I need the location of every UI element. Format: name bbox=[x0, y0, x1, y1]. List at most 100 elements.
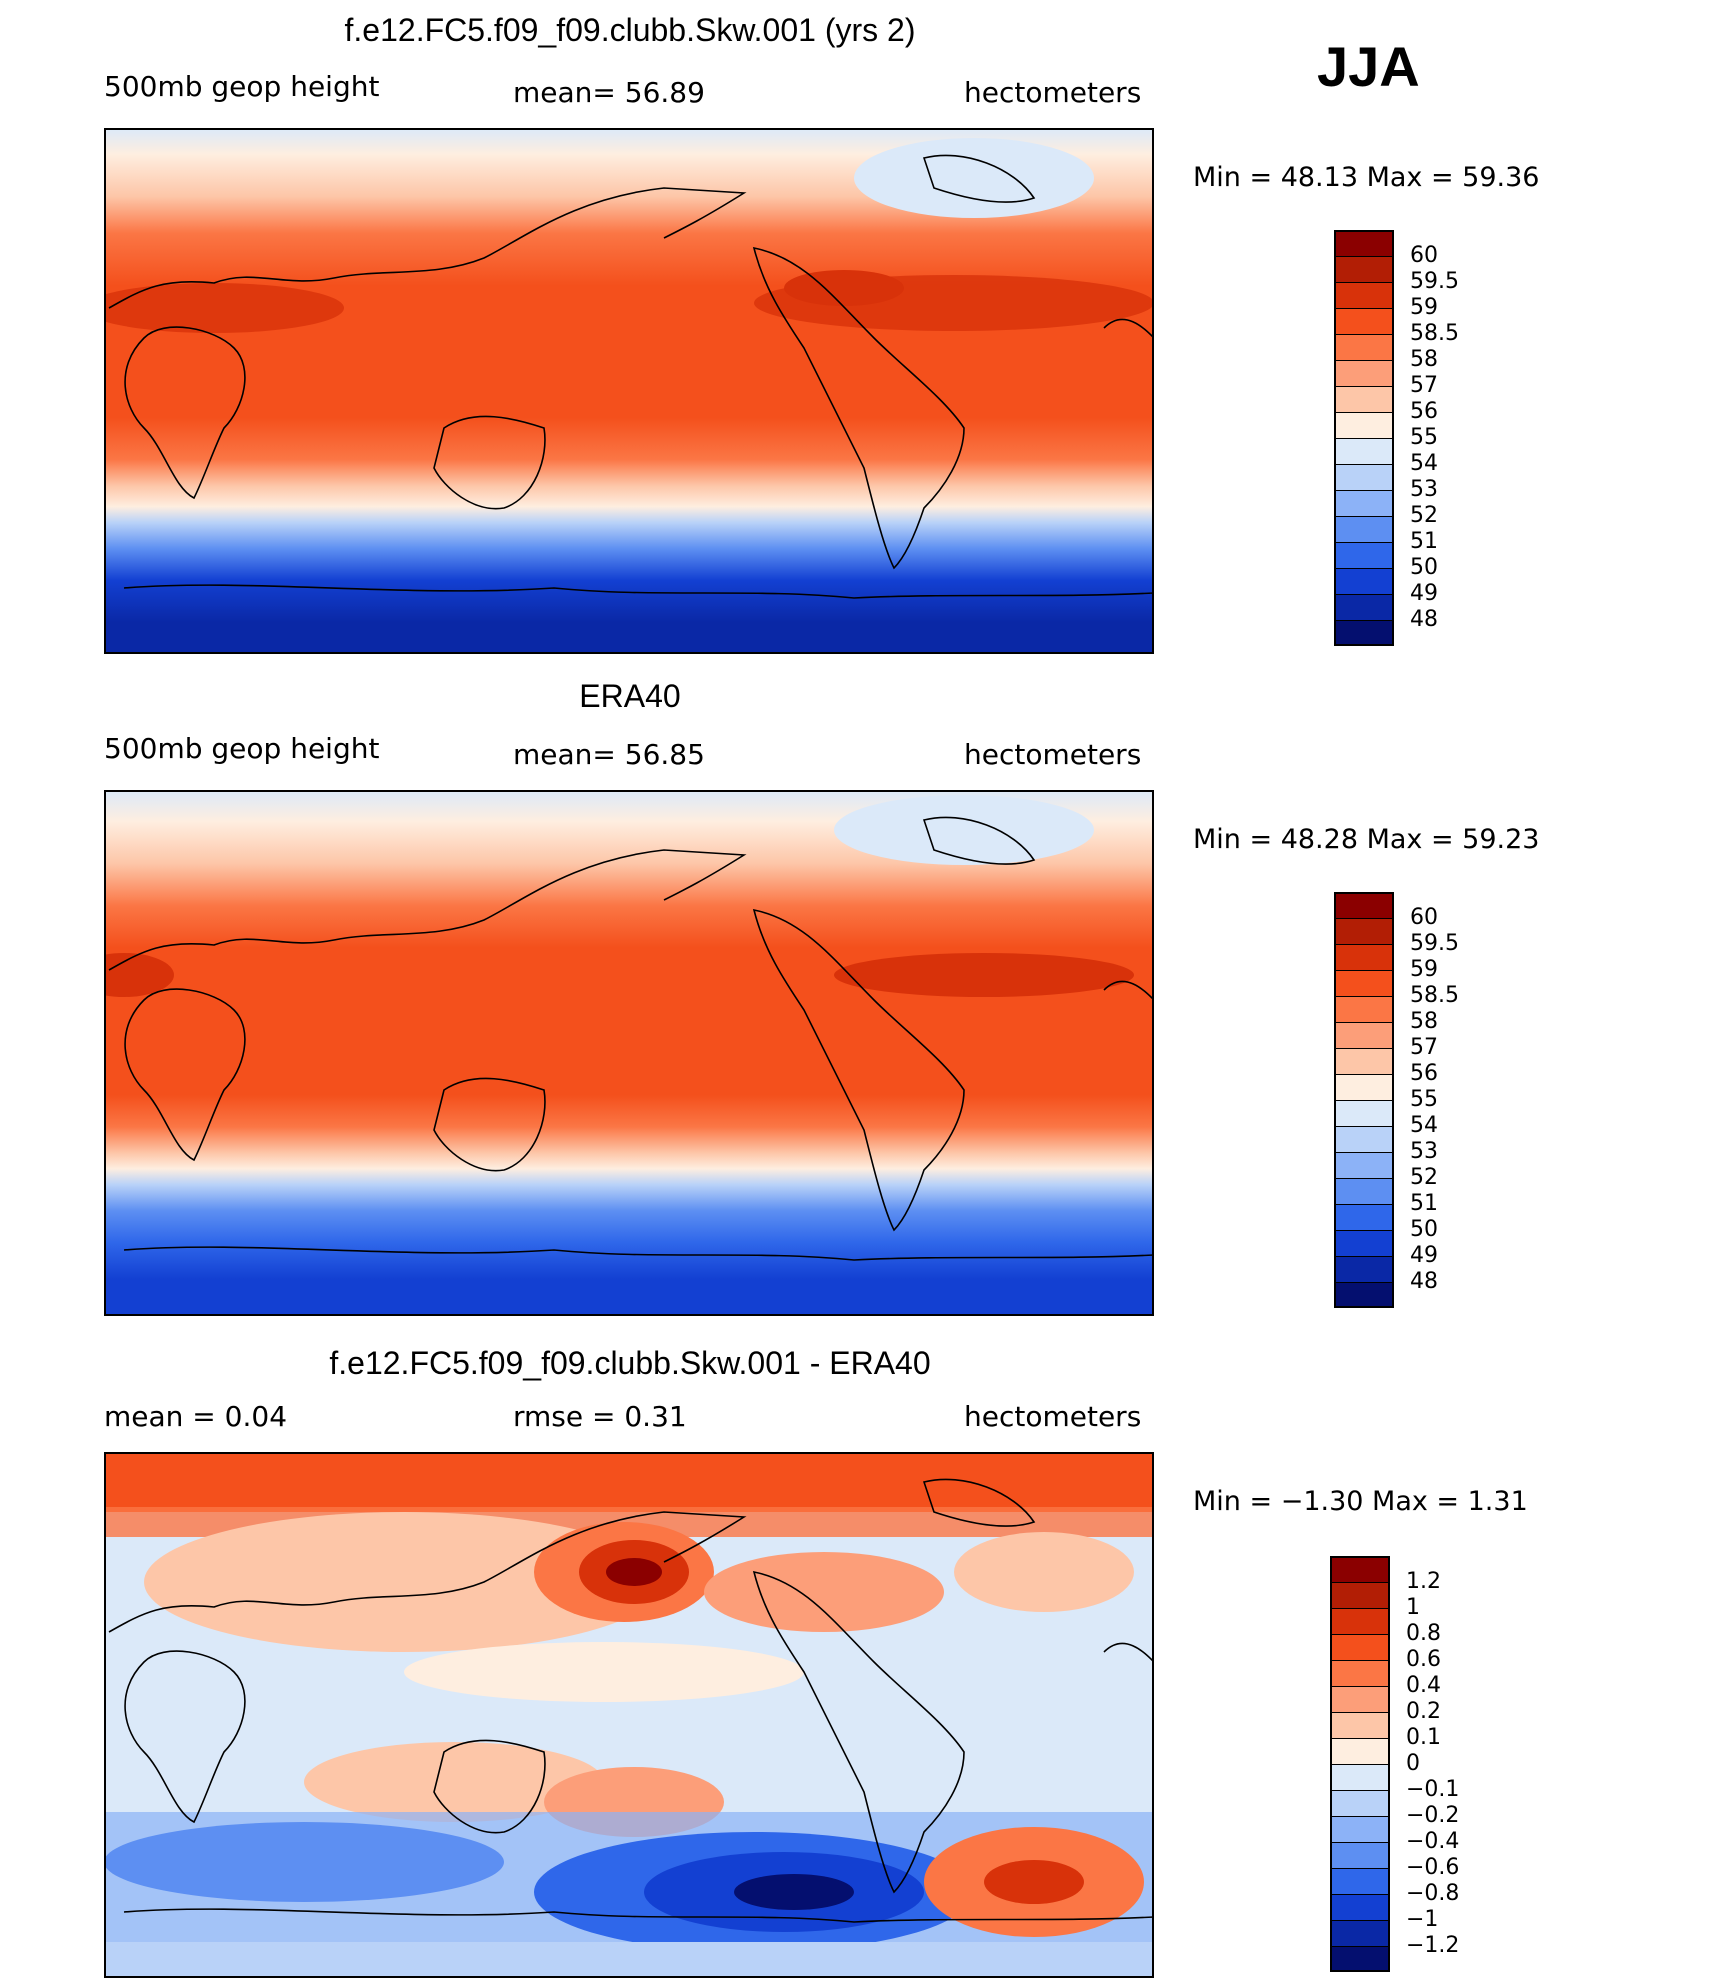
colorbar-label: 58 bbox=[1410, 1009, 1438, 1034]
low-region bbox=[854, 138, 1094, 218]
colorbar-box bbox=[1334, 464, 1394, 490]
colorbar-label: 0 bbox=[1406, 1751, 1420, 1776]
colorbar-box bbox=[1334, 516, 1394, 542]
panel-title-model: f.e12.FC5.f09_f09.clubb.Skw.001 (yrs 2) bbox=[344, 12, 916, 48]
colorbar-label: 51 bbox=[1410, 1191, 1438, 1216]
colorbar-box bbox=[1334, 438, 1394, 464]
colorbar-label: 60 bbox=[1410, 905, 1438, 930]
high-region bbox=[784, 270, 904, 306]
colorbar-box bbox=[1334, 594, 1394, 620]
colorbar-label: 52 bbox=[1410, 503, 1438, 528]
colorbar-box bbox=[1330, 1556, 1390, 1582]
colorbar-box bbox=[1334, 1100, 1394, 1126]
colorbar-box bbox=[1334, 1074, 1394, 1100]
low-region bbox=[834, 795, 1094, 865]
panel-variable-label: 500mb geop height bbox=[104, 732, 380, 765]
panel-mean-label: mean= 56.89 bbox=[513, 76, 705, 109]
colorbar-label: 56 bbox=[1410, 399, 1438, 424]
colorbar-label: 55 bbox=[1410, 1087, 1438, 1112]
colorbar-label: 49 bbox=[1410, 1243, 1438, 1268]
colorbar-box bbox=[1334, 1256, 1394, 1282]
colorbar-box bbox=[1330, 1920, 1390, 1946]
colorbar-box bbox=[1334, 996, 1394, 1022]
colorbar-label: 48 bbox=[1410, 607, 1438, 632]
colorbar-label: 52 bbox=[1410, 1165, 1438, 1190]
colorbar-label: 58 bbox=[1410, 347, 1438, 372]
colorbar-box bbox=[1334, 1282, 1394, 1308]
colorbar-label: 0.2 bbox=[1406, 1699, 1441, 1724]
colorbar-box bbox=[1330, 1686, 1390, 1712]
colorbar-box bbox=[1334, 944, 1394, 970]
colorbar-box bbox=[1334, 568, 1394, 594]
coastlines bbox=[108, 154, 1154, 599]
colorbar-label: −0.2 bbox=[1406, 1803, 1460, 1828]
panel-units-label: hectometers bbox=[964, 738, 1142, 771]
colorbar-box bbox=[1330, 1868, 1390, 1894]
colorbar-label: 0.8 bbox=[1406, 1621, 1441, 1646]
colorbar-label: 49 bbox=[1410, 581, 1438, 606]
panel-rmse-label: rmse = 0.31 bbox=[513, 1400, 687, 1433]
coastlines bbox=[108, 816, 1154, 1261]
panel-minmax: Min = 48.13 Max = 59.36 bbox=[1193, 162, 1540, 193]
colorbar-label: 59 bbox=[1410, 295, 1438, 320]
colorbar-box bbox=[1334, 334, 1394, 360]
high-region bbox=[104, 953, 174, 997]
map-field bbox=[104, 790, 1154, 1316]
map-model bbox=[104, 128, 1154, 654]
colorbar-label: 55 bbox=[1410, 425, 1438, 450]
colorbar-box bbox=[1330, 1894, 1390, 1920]
colorbar-box bbox=[1334, 1152, 1394, 1178]
colorbar-box bbox=[1334, 1178, 1394, 1204]
colorbar-label: 58.5 bbox=[1410, 983, 1459, 1008]
colorbar-box bbox=[1334, 490, 1394, 516]
colorbar-label: −0.4 bbox=[1406, 1829, 1460, 1854]
colorbar-label: −1.2 bbox=[1406, 1933, 1460, 1958]
colorbar-label: −0.6 bbox=[1406, 1855, 1460, 1880]
panel-units-label: hectometers bbox=[964, 1400, 1142, 1433]
panel-title-obs: ERA40 bbox=[579, 678, 681, 714]
colorbar-box bbox=[1334, 282, 1394, 308]
colorbar-label: 51 bbox=[1410, 529, 1438, 554]
coastlines bbox=[108, 1478, 1154, 1923]
colorbar-label: 50 bbox=[1410, 555, 1438, 580]
colorbar-box bbox=[1334, 256, 1394, 282]
colorbar-label: 54 bbox=[1410, 451, 1438, 476]
colorbar-label: −0.1 bbox=[1406, 1777, 1460, 1802]
colorbar-box bbox=[1330, 1582, 1390, 1608]
colorbar-box bbox=[1334, 1230, 1394, 1256]
colorbar-box bbox=[1330, 1816, 1390, 1842]
colorbar-box bbox=[1334, 1204, 1394, 1230]
panel-minmax: Min = −1.30 Max = 1.31 bbox=[1193, 1486, 1528, 1517]
colorbar-box bbox=[1334, 1022, 1394, 1048]
colorbar-label: 0.6 bbox=[1406, 1647, 1441, 1672]
season-label: JJA bbox=[1317, 35, 1420, 98]
panel-title-diff: f.e12.FC5.f09_f09.clubb.Skw.001 - ERA40 bbox=[329, 1345, 931, 1381]
colorbar-label: 57 bbox=[1410, 1035, 1438, 1060]
colorbar-box bbox=[1330, 1634, 1390, 1660]
colorbar-label: 0.1 bbox=[1406, 1725, 1441, 1750]
colorbar-label: −0.8 bbox=[1406, 1881, 1460, 1906]
colorbar-label: 60 bbox=[1410, 243, 1438, 268]
panel-minmax: Min = 48.28 Max = 59.23 bbox=[1193, 824, 1540, 855]
colorbar-label: 0.4 bbox=[1406, 1673, 1441, 1698]
colorbar-box bbox=[1334, 620, 1394, 646]
colorbar-label: 53 bbox=[1410, 1139, 1438, 1164]
colorbar-label: 1 bbox=[1406, 1595, 1420, 1620]
colorbar-label: 56 bbox=[1410, 1061, 1438, 1086]
colorbar-box bbox=[1330, 1790, 1390, 1816]
colorbar-box bbox=[1330, 1738, 1390, 1764]
colorbar-box bbox=[1330, 1946, 1390, 1972]
colorbar-label: 57 bbox=[1410, 373, 1438, 398]
colorbar-label: 48 bbox=[1410, 1269, 1438, 1294]
colorbar-label: 59.5 bbox=[1410, 269, 1459, 294]
colorbar-box bbox=[1330, 1660, 1390, 1686]
high-region bbox=[104, 283, 344, 333]
colorbar-box bbox=[1334, 386, 1394, 412]
colorbar-box bbox=[1330, 1608, 1390, 1634]
colorbar-label: 59.5 bbox=[1410, 931, 1459, 956]
panel-variable-label: 500mb geop height bbox=[104, 70, 380, 103]
colorbar-label: 1.2 bbox=[1406, 1569, 1441, 1594]
colorbar-box bbox=[1334, 542, 1394, 568]
colorbar-box bbox=[1334, 412, 1394, 438]
colorbar-label: 53 bbox=[1410, 477, 1438, 502]
